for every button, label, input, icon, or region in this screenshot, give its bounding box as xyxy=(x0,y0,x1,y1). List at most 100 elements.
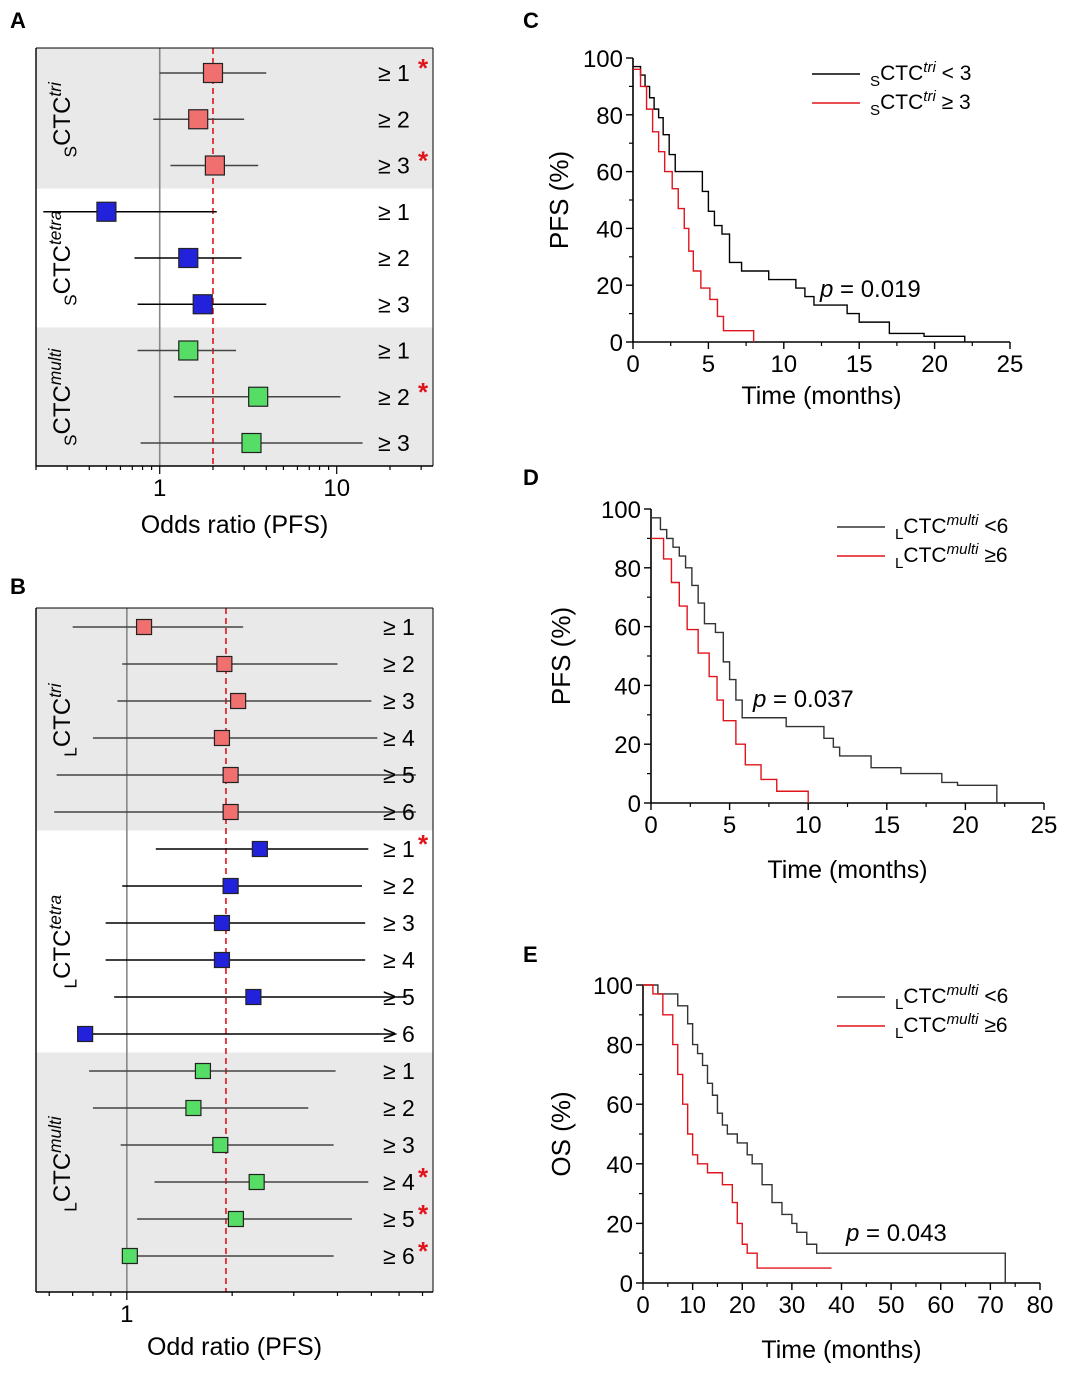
x-tick-label: 1 xyxy=(120,1301,133,1328)
threshold-label: ≥ 3 xyxy=(383,1132,415,1158)
or-marker xyxy=(212,1136,229,1154)
threshold-label: ≥ 4 xyxy=(383,1169,415,1195)
legend-entry: LCTCmulti ≥6 xyxy=(895,1011,1008,1042)
x-tick-label: 25 xyxy=(997,351,1024,378)
y-tick-label: 40 xyxy=(614,673,641,700)
y-tick-label: 0 xyxy=(628,791,641,818)
x-tick-label: 10 xyxy=(770,351,797,378)
or-marker xyxy=(202,62,224,84)
group-label: LCTCtri xyxy=(45,682,81,756)
x-tick-label: 0 xyxy=(636,1292,649,1319)
x-tick-label: 50 xyxy=(878,1292,905,1319)
or-marker xyxy=(222,803,239,821)
panel-e: E 0 10 20 30 40 50 60 70 80 0 20 40 60 80 100 OS (%) Time… xyxy=(523,942,1053,1364)
threshold-label: ≥ 2 xyxy=(383,1095,415,1121)
or-marker xyxy=(248,386,269,407)
or-marker xyxy=(178,247,199,269)
or-marker xyxy=(188,109,209,130)
panel-letter-d: D xyxy=(523,465,539,490)
threshold-label: ≥ 1 xyxy=(378,60,410,86)
threshold-label: ≥ 2 xyxy=(378,384,410,410)
or-marker xyxy=(241,432,262,454)
group-shade xyxy=(36,48,433,189)
significance-star: * xyxy=(418,377,429,407)
significance-star: * xyxy=(418,53,429,83)
panel-c: C 0 5 10 15 20 25 0 20 40 60 80 100 PFS (%) Time (mont… xyxy=(523,8,1023,410)
or-marker xyxy=(245,988,262,1006)
threshold-label: ≥ 2 xyxy=(383,873,415,899)
group-label: SCTCtri xyxy=(45,81,81,157)
y-axis-label: PFS (%) xyxy=(546,607,576,705)
x-tick-label: 0 xyxy=(626,351,639,378)
y-tick-label: 60 xyxy=(596,160,623,187)
x-tick-label: 15 xyxy=(873,812,900,839)
x-tick-label: 10 xyxy=(795,812,822,839)
significance-star: * xyxy=(418,146,429,176)
threshold-label: ≥ 5 xyxy=(383,984,415,1010)
y-tick-label: 100 xyxy=(593,973,633,1000)
y-tick-label: 80 xyxy=(606,1033,633,1060)
group-label: SCTCtetra xyxy=(45,210,81,306)
x-axis-label: Odd ratio (PFS) xyxy=(147,1333,322,1361)
or-marker xyxy=(213,951,231,969)
panel-a: A ≥ 1 * ≥ 2 ≥ 3 * SCTCtri ≥ 1 ≥ 2 ≥ 3 SCTCtetra ≥ 1… xyxy=(10,8,434,539)
x-tick-label: 40 xyxy=(828,1292,855,1319)
y-axis-label: OS (%) xyxy=(546,1091,576,1176)
y-tick-label: 40 xyxy=(606,1152,633,1179)
threshold-label: ≥ 2 xyxy=(378,245,410,271)
significance-star: * xyxy=(418,829,429,859)
threshold-label: ≥ 1 xyxy=(378,199,410,225)
or-marker xyxy=(194,1062,212,1080)
y-tick-label: 100 xyxy=(583,46,623,73)
y-tick-label: 20 xyxy=(596,273,623,300)
km-curve-high xyxy=(651,537,809,803)
legend-entry: LCTCmulti <6 xyxy=(895,982,1008,1013)
x-tick-label: 30 xyxy=(779,1292,806,1319)
y-tick-label: 0 xyxy=(620,1271,633,1298)
or-marker xyxy=(222,877,239,895)
panel-letter-b: B xyxy=(10,574,26,599)
y-tick-label: 20 xyxy=(606,1211,633,1238)
or-marker xyxy=(222,766,239,784)
significance-star: * xyxy=(418,1236,429,1266)
or-marker xyxy=(216,655,233,673)
x-tick-label: 5 xyxy=(702,351,715,378)
threshold-label: ≥ 3 xyxy=(383,688,415,714)
legend-entry: SCTCtri ≥ 3 xyxy=(870,88,971,119)
x-tick-label: 0 xyxy=(644,812,657,839)
threshold-label: ≥ 2 xyxy=(383,651,415,677)
or-marker xyxy=(213,729,231,747)
y-tick-label: 100 xyxy=(601,497,641,524)
x-tick-label: 20 xyxy=(921,351,948,378)
threshold-label: ≥ 5 xyxy=(383,1206,415,1232)
y-tick-label: 60 xyxy=(606,1092,633,1119)
x-tick-label: 25 xyxy=(1031,812,1058,839)
threshold-label: ≥ 1 xyxy=(383,1058,415,1084)
y-tick-label: 80 xyxy=(596,103,623,130)
or-marker xyxy=(178,340,199,361)
x-tick-label: 1 xyxy=(153,475,166,502)
legend-entry: LCTCmulti <6 xyxy=(895,512,1008,543)
km-curve-low xyxy=(633,65,966,342)
panel-letter-a: A xyxy=(10,8,26,33)
x-tick-label: 5 xyxy=(723,812,736,839)
threshold-label: ≥ 5 xyxy=(383,762,415,788)
x-axis-label: Time (months) xyxy=(761,1336,921,1364)
km-curve-high xyxy=(633,68,755,342)
x-axis-label: Time (months) xyxy=(767,856,927,884)
or-marker xyxy=(213,914,231,932)
y-axis-label: PFS (%) xyxy=(544,151,574,249)
group-shade xyxy=(36,1052,433,1292)
threshold-label: ≥ 1 xyxy=(378,338,410,364)
x-axis-label: Time (months) xyxy=(741,382,901,410)
panel-letter-e: E xyxy=(523,942,538,967)
threshold-label: ≥ 3 xyxy=(378,430,410,456)
or-marker xyxy=(227,1210,245,1228)
p-value-annotation: p = 0.043 xyxy=(845,1220,947,1247)
threshold-label: ≥ 2 xyxy=(378,106,410,132)
or-marker xyxy=(230,692,247,710)
km-curve-low xyxy=(651,517,998,803)
km-curve-high xyxy=(643,984,832,1269)
